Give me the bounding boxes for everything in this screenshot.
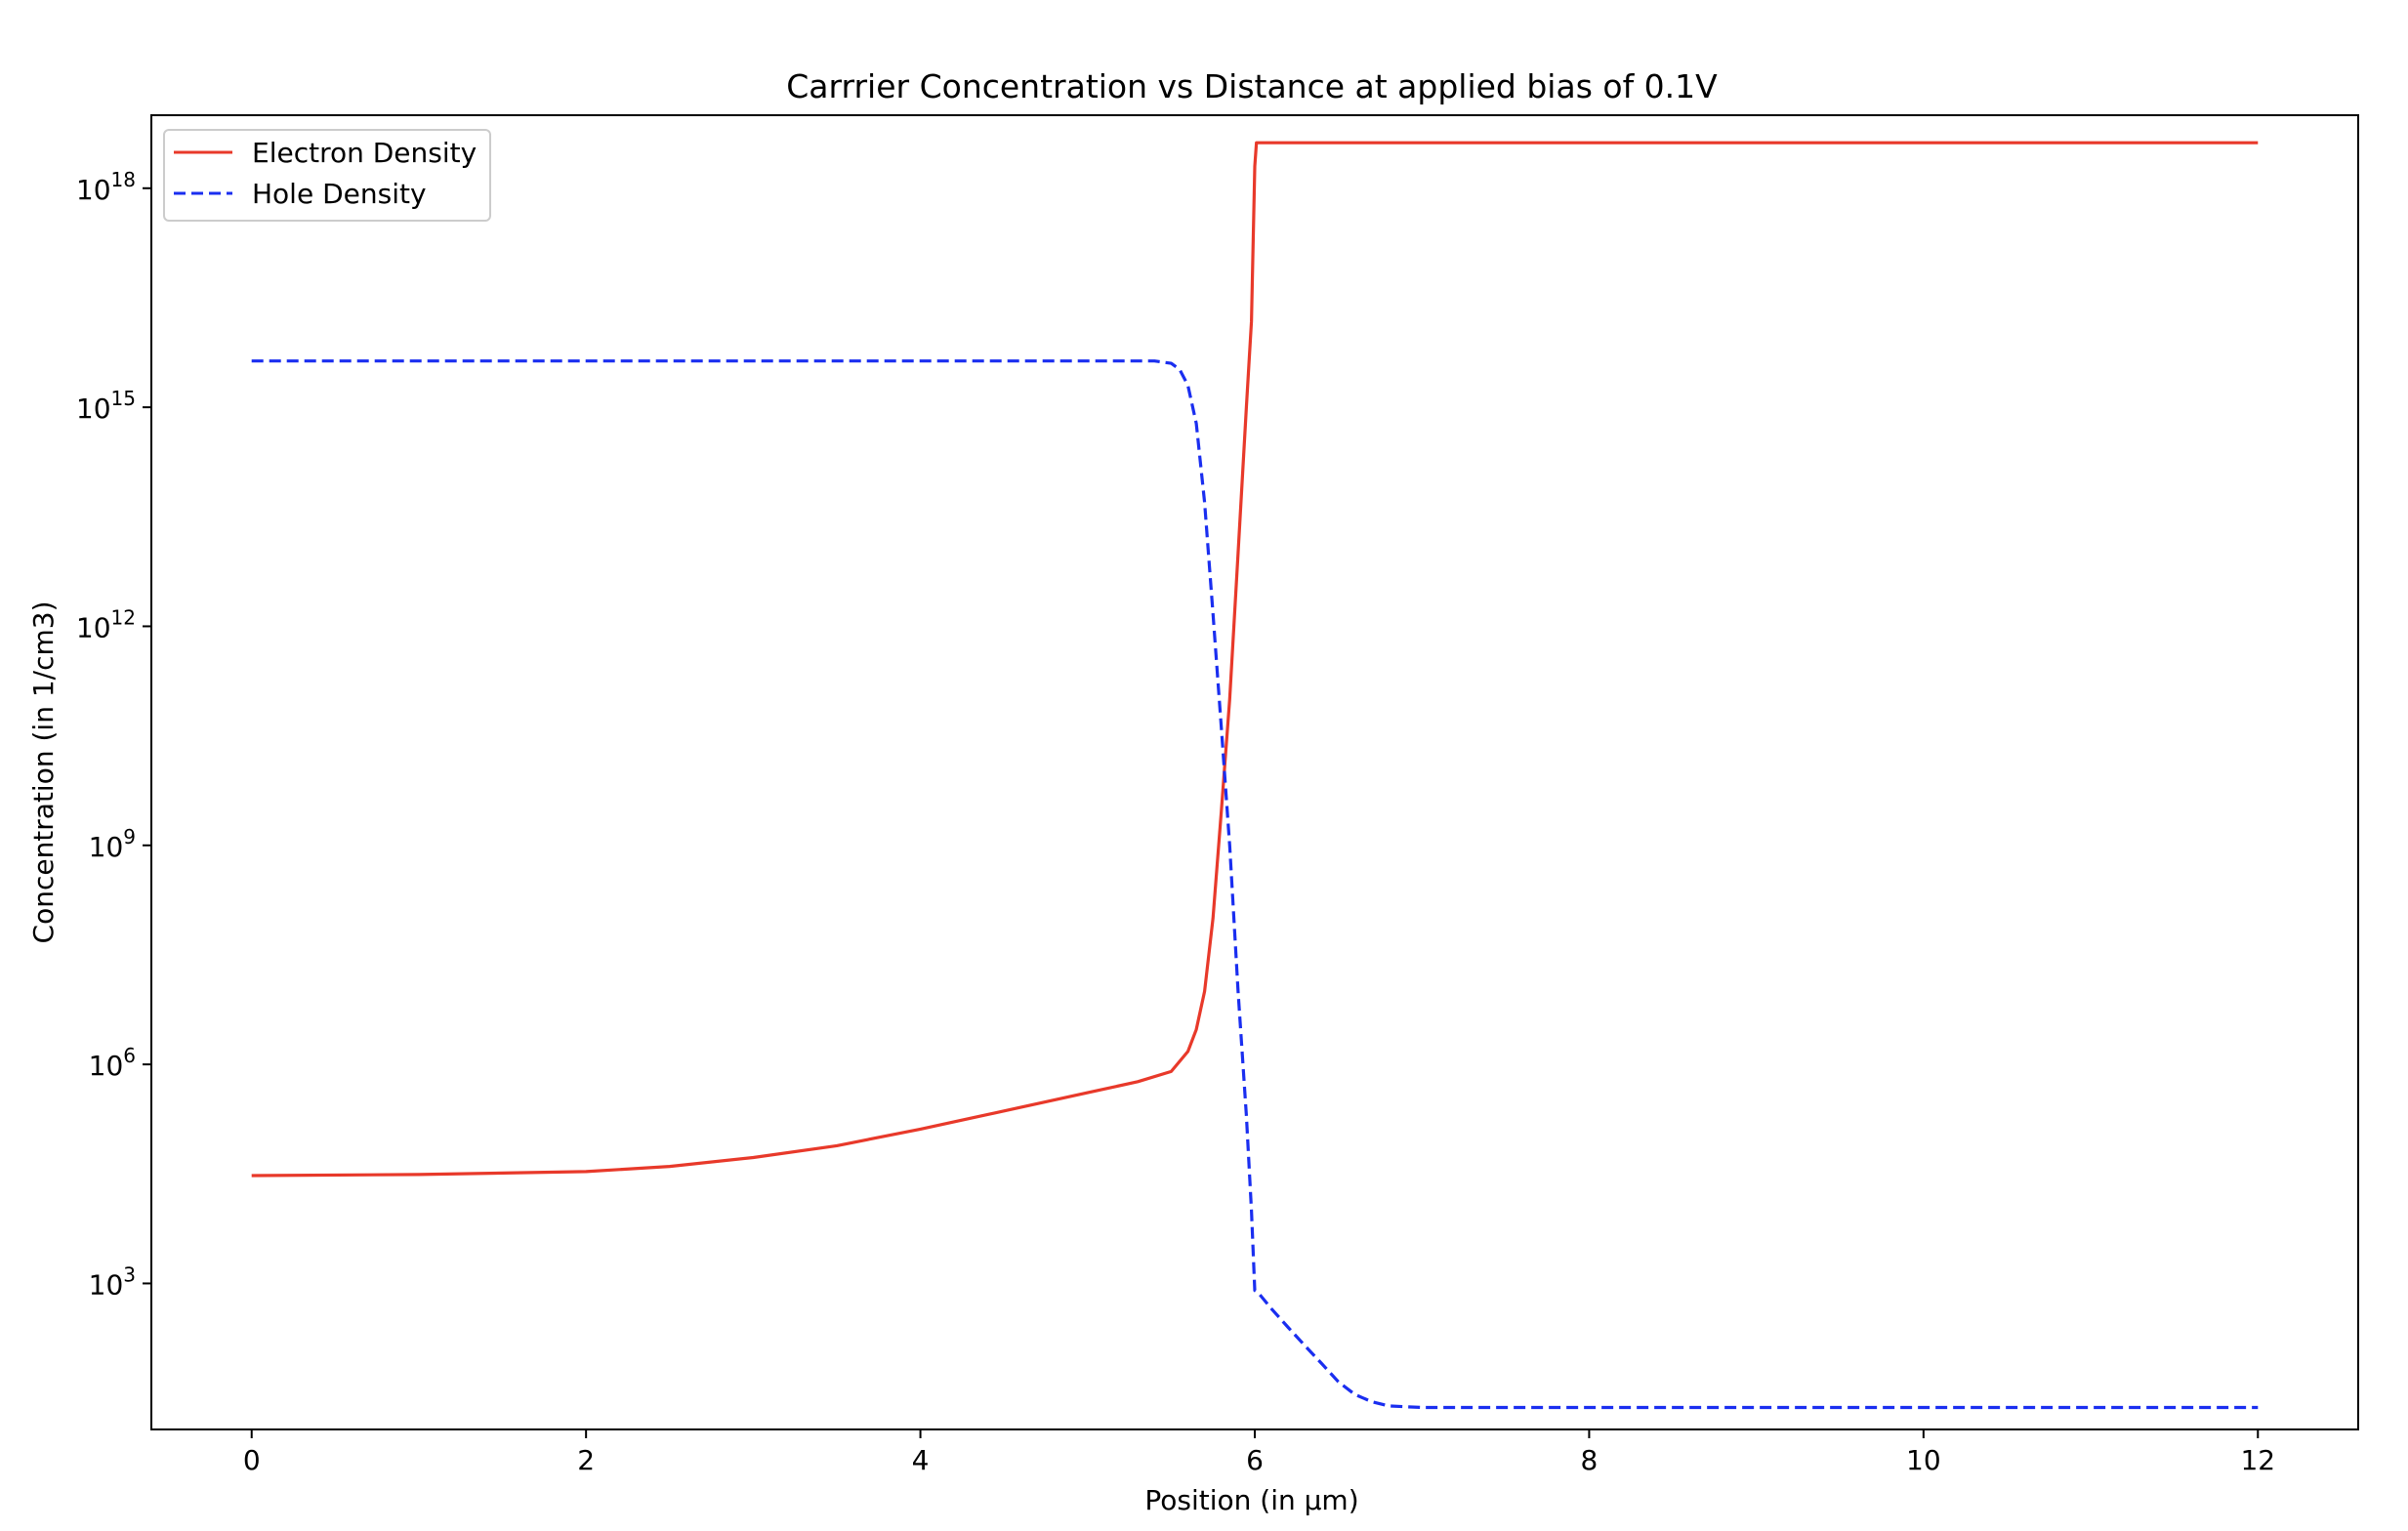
y-tick-label: 1015 xyxy=(76,387,136,425)
legend-frame xyxy=(163,129,491,222)
y-tick-label: 103 xyxy=(89,1262,136,1301)
series-line-hole-density xyxy=(251,359,2259,1410)
chart-title: Carrrier Concentration vs Distance at ap… xyxy=(786,67,1718,105)
y-tick-label: 109 xyxy=(89,825,136,863)
x-tick-label: 2 xyxy=(577,1444,595,1476)
x-tick-label: 4 xyxy=(912,1444,930,1476)
legend-label-hole: Hole Density xyxy=(252,178,427,210)
x-axis-label: Position (in µm) xyxy=(1144,1484,1358,1516)
series-layer xyxy=(251,141,2259,1410)
y-axis-label: Concentration (in 1/cm3) xyxy=(27,601,60,944)
x-tick-label: 8 xyxy=(1581,1444,1598,1476)
x-tick-label: 6 xyxy=(1246,1444,1264,1476)
x-tick-label: 12 xyxy=(2240,1444,2275,1476)
x-tick-label: 0 xyxy=(243,1444,261,1476)
legend-label-electron: Electron Density xyxy=(252,137,477,169)
y-tick-label: 106 xyxy=(89,1044,136,1082)
legend: Electron Density Hole Density xyxy=(163,129,491,222)
y-axis-ticks: 103 106 109 1012 1015 1018 xyxy=(76,168,151,1301)
y-tick-label: 1012 xyxy=(76,605,136,643)
series-line-electron-density xyxy=(251,141,2259,1178)
x-tick-label: 10 xyxy=(1906,1444,1941,1476)
x-axis-ticks: 0 2 4 6 8 10 12 xyxy=(243,1429,2275,1476)
y-tick-label: 1018 xyxy=(76,168,136,206)
